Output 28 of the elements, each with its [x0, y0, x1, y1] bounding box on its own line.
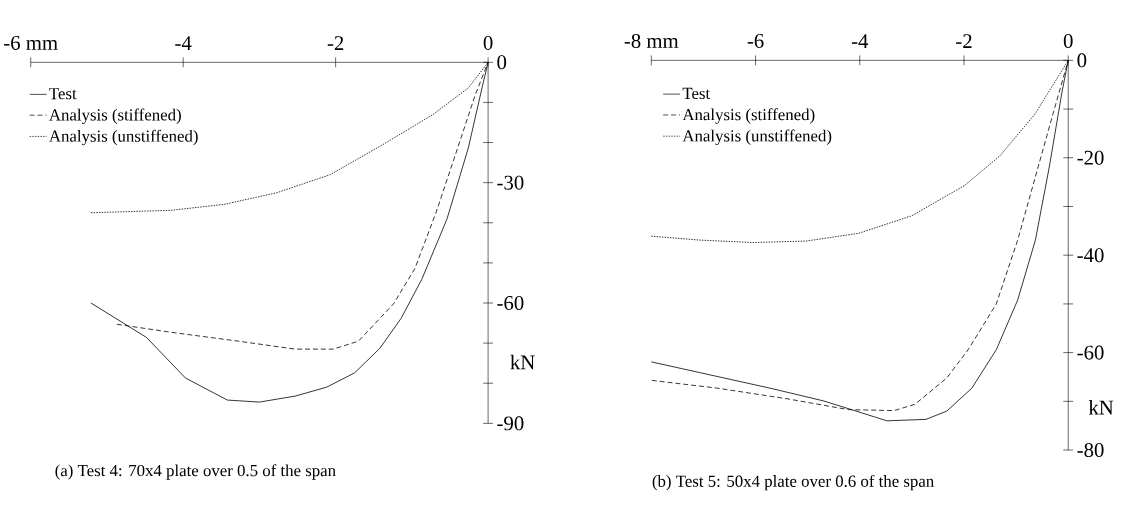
x-tick-label: -8 mm: [624, 33, 679, 48]
y-tick-label: -80: [1077, 442, 1104, 457]
y-tick-label: -60: [1077, 345, 1104, 360]
legend-label: Analysis (stiffened): [49, 108, 181, 124]
text: (a) Test 4: 70x4 plate over 0.5 of the span: [55, 464, 336, 480]
y-tick-label: -40: [1077, 247, 1104, 262]
y-axis-title: kN: [1088, 399, 1114, 415]
y-tick-label: -30: [497, 175, 524, 190]
x-tick-label: -2: [327, 35, 344, 50]
y-tick-label: 0: [497, 55, 507, 70]
legend-label: Analysis (unstiffened): [49, 129, 198, 146]
y-tick-label: 0: [1077, 53, 1087, 68]
y-tick-label: -20: [1077, 150, 1104, 165]
legend-label: Test: [682, 87, 711, 99]
x-tick-label: -6 mm: [4, 35, 58, 50]
x-tick-label: -6: [747, 33, 764, 48]
x-tick-label: -4: [851, 34, 869, 48]
x-tick-label: -4: [175, 36, 192, 50]
legend-label: Analysis (stiffened): [682, 108, 815, 124]
y-tick-label: -90: [497, 416, 524, 431]
y-axis-title: kN: [510, 354, 535, 369]
x-tick-label: 0: [483, 35, 493, 50]
text: (b) Test 5: 50x4 plate over 0.6 of the span: [652, 474, 934, 491]
legend-label: Test: [49, 87, 77, 100]
x-tick-label: 0: [1063, 33, 1073, 48]
x-tick-label: -2: [956, 33, 972, 48]
y-tick-label: -60: [497, 295, 524, 310]
legend-label: Analysis (unstiffened): [682, 129, 832, 145]
